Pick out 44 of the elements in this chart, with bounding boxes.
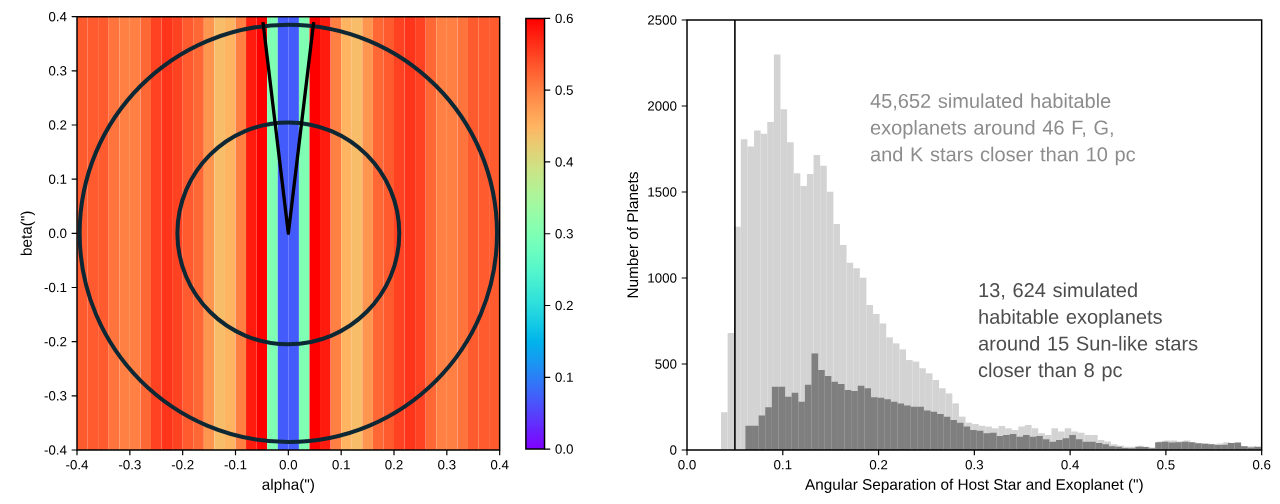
y-tick-label: -0.1 xyxy=(44,282,67,293)
color-bar-label: 0.0 xyxy=(555,444,573,454)
x-tick-label: 0.0 xyxy=(279,460,298,470)
x-tick-label: 0.3 xyxy=(438,460,456,470)
color-bar-label: 0.6 xyxy=(555,13,573,24)
y-tick-label: -0.3 xyxy=(44,391,67,401)
y-tick-label: 0.4 xyxy=(48,11,67,22)
y-tick-label: 1000 xyxy=(648,273,677,283)
y-tick-label: 2500 xyxy=(647,15,677,25)
color-bar-label: 0.3 xyxy=(555,229,573,239)
x-tick-label: 0.2 xyxy=(869,460,888,470)
x-tick-label: 0.4 xyxy=(1061,460,1079,470)
color-bar-label: 0.5 xyxy=(555,85,573,95)
x-tick-label: 0.1 xyxy=(332,460,350,470)
y-tick-label: 2000 xyxy=(647,101,677,111)
x-tick-label: 0.6 xyxy=(1252,460,1271,470)
color-bar-label: 0.2 xyxy=(555,300,573,311)
x-tick-label: 0.3 xyxy=(965,460,984,470)
annotation: 13, 624 simulated habitable exoplanets around 15 Sun-like stars closer than 8 pc xyxy=(978,282,1198,382)
y-tick-label: 1500 xyxy=(648,187,677,197)
x-tick-label: -0.3 xyxy=(118,460,141,470)
y-axis-title: Number of Planets xyxy=(626,172,639,298)
x-tick-label: 0.0 xyxy=(678,460,696,470)
y-tick-label: -0.4 xyxy=(44,445,67,455)
y-tick-label: 0 xyxy=(670,445,677,455)
color-bar-label: 0.4 xyxy=(555,157,574,167)
y-tick-label: 500 xyxy=(655,359,677,369)
y-tick-label: 0.2 xyxy=(48,120,67,130)
color-bar-label: 0.1 xyxy=(555,372,573,382)
x-tick-label: 0.1 xyxy=(774,460,792,470)
x-tick-label: 0.2 xyxy=(385,460,403,470)
y-tick-label: 0.0 xyxy=(48,228,67,239)
x-axis-title: alpha(") xyxy=(262,478,314,493)
x-axis-title: Angular Separation of Host Star and Exoplanet (") xyxy=(805,478,1143,493)
x-tick-label: -0.2 xyxy=(171,460,194,470)
annotation: 45,652 simulated habitable exoplanets around 46 F, G, and K stars closer than 10 pc xyxy=(870,93,1136,166)
x-tick-label: -0.4 xyxy=(66,460,89,470)
y-tick-label: 0.1 xyxy=(48,174,67,184)
x-tick-label: 0.4 xyxy=(490,460,509,470)
x-tick-label: 0.5 xyxy=(1157,460,1175,470)
y-axis-title: beta(") xyxy=(20,211,35,256)
y-tick-label: 0.3 xyxy=(48,66,67,76)
y-tick-label: -0.2 xyxy=(44,336,67,347)
x-tick-label: -0.1 xyxy=(224,460,247,470)
